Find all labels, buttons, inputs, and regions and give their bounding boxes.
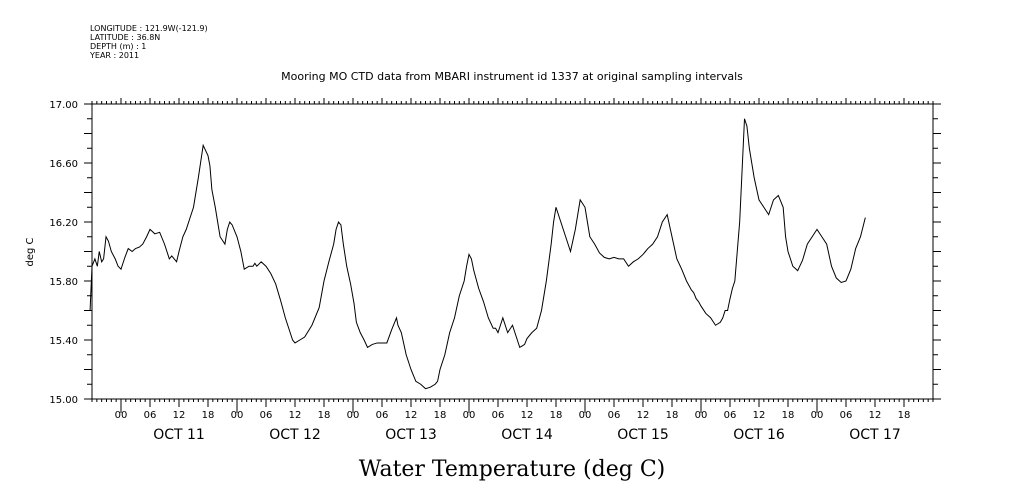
x-hour-label: 00 <box>695 410 708 421</box>
x-day-label: OCT 13 <box>385 427 437 443</box>
y-axis-label: deg C <box>25 237 36 266</box>
x-hour-label: 00 <box>347 410 360 421</box>
metadata-latitude: LATITUDE : 36.8N <box>90 33 160 42</box>
x-hour-label: 06 <box>376 410 389 421</box>
x-hour-label: 12 <box>173 410 186 421</box>
x-hour-label: 18 <box>550 410 563 421</box>
x-hour-label: 06 <box>144 410 157 421</box>
y-tick-label: 15.40 <box>49 336 78 347</box>
x-hour-label: 06 <box>260 410 273 421</box>
y-axis: 15.00 15.40 15.80 16.20 16.60 17.00 <box>49 100 941 406</box>
x-hour-label: 12 <box>753 410 766 421</box>
metadata-block: LONGITUDE : 121.9W(-121.9) LATITUDE : 36… <box>89 24 208 60</box>
x-hour-label: 06 <box>840 410 853 421</box>
y-tick-label: 15.00 <box>49 395 78 406</box>
x-day-label: OCT 14 <box>501 427 553 443</box>
y-tick-label: 17.00 <box>49 100 78 111</box>
x-hour-label: 00 <box>463 410 476 421</box>
metadata-longitude: LONGITUDE : 121.9W(-121.9) <box>90 24 208 33</box>
y-tick-label: 16.60 <box>49 159 78 170</box>
x-hour-label: 18 <box>318 410 331 421</box>
y-tick-label: 15.80 <box>49 277 78 288</box>
x-hour-label: 06 <box>492 410 505 421</box>
x-hour-label: 00 <box>115 410 128 421</box>
x-hour-label: 18 <box>434 410 447 421</box>
y-tick-label: 16.20 <box>49 218 78 229</box>
temperature-series-line <box>89 118 866 390</box>
x-hour-label: 00 <box>811 410 824 421</box>
x-hour-label: 12 <box>405 410 418 421</box>
metadata-depth: DEPTH (m) : 1 <box>90 42 146 51</box>
x-day-label: OCT 16 <box>733 427 785 443</box>
minor-ticks <box>91 101 934 402</box>
x-axis: 00 06 12 18 00 06 12 18 00 06 12 18 00 06 12 18 00 06 12 18… <box>115 98 911 443</box>
x-hour-label: 18 <box>202 410 215 421</box>
x-hour-label: 00 <box>231 410 244 421</box>
metadata-year: YEAR : 2011 <box>89 51 139 60</box>
x-hour-label: 06 <box>608 410 621 421</box>
x-hour-label: 18 <box>666 410 679 421</box>
x-hour-label: 00 <box>579 410 592 421</box>
x-day-label: OCT 15 <box>617 427 669 443</box>
x-day-label: OCT 11 <box>153 427 205 443</box>
x-hour-label: 18 <box>898 410 911 421</box>
x-axis-label: Water Temperature (deg C) <box>359 457 666 482</box>
x-hour-label: 12 <box>637 410 650 421</box>
x-hour-label: 12 <box>289 410 302 421</box>
x-hour-label: 18 <box>782 410 795 421</box>
x-day-label: OCT 12 <box>269 427 321 443</box>
x-hour-label: 12 <box>521 410 534 421</box>
x-hour-label: 06 <box>724 410 737 421</box>
chart-title: Mooring MO CTD data from MBARI instrumen… <box>281 70 743 83</box>
x-day-label: OCT 17 <box>849 427 901 443</box>
plot-frame <box>91 103 934 400</box>
x-hour-label: 12 <box>869 410 882 421</box>
